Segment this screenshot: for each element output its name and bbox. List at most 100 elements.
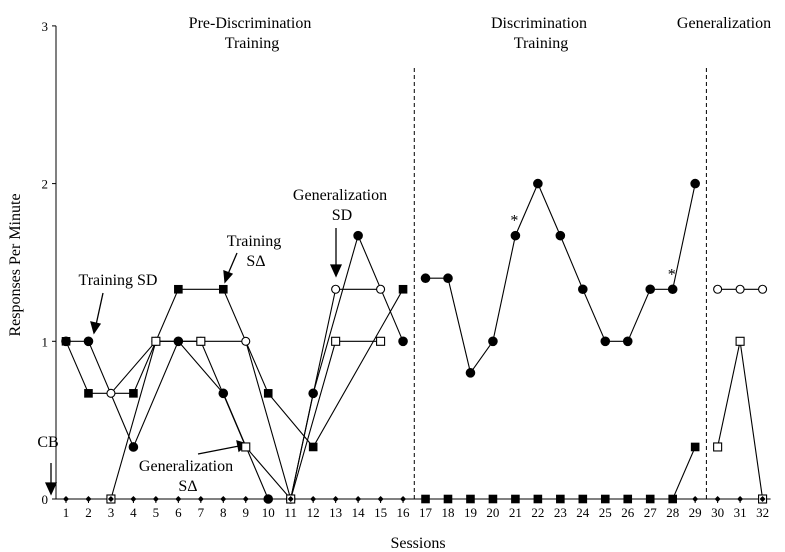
data-point-cb — [714, 496, 721, 502]
annotation-arrows — [44, 228, 343, 496]
x-tick-label: 31 — [734, 505, 747, 520]
arrow-generalization-sdelta — [197, 440, 249, 455]
data-point-training-sdelta — [690, 442, 700, 452]
data-point-training-sdelta — [129, 389, 138, 398]
arrow-cb — [44, 463, 58, 496]
asterisk-annotation: * — [668, 266, 676, 283]
y-tick-label: 1 — [42, 334, 49, 349]
data-point-generalization-sd — [735, 284, 745, 294]
data-point-training-sd — [443, 273, 453, 284]
x-tick-label: 20 — [486, 505, 499, 520]
data-point-cb — [759, 496, 766, 502]
x-tick-label: 4 — [130, 505, 137, 520]
data-point-training-sd — [667, 284, 678, 295]
x-tick-label: 13 — [329, 505, 342, 520]
data-point-training-sd — [488, 336, 498, 347]
data-point-training-sd — [622, 336, 633, 347]
data-point-cb — [557, 496, 564, 502]
data-point-training-sd — [173, 336, 184, 347]
plot-area: 1 2 3 4 5 6 7 8 9 10 11 12 13 14 15 16 17 18 19 20 21 22 23 24 2… — [42, 19, 771, 520]
data-point-cb — [332, 496, 339, 502]
data-point-cb — [130, 496, 137, 502]
data-point-training-sdelta — [84, 389, 93, 398]
data-point-cb — [310, 496, 317, 502]
data-point-cb — [602, 496, 609, 502]
annotation-cb: CB — [37, 434, 58, 451]
data-point-training-sd — [645, 284, 656, 295]
data-point-cb — [647, 496, 654, 502]
phase-label-pre: Pre-Discrimination Training — [189, 15, 316, 52]
data-point-training-sd — [218, 388, 229, 399]
annotation-generalization-sd: Generalization SD — [293, 187, 391, 224]
data-point-training-sd — [353, 230, 363, 241]
data-point-generalization-sdelta — [376, 336, 386, 346]
data-point-generalization-sdelta — [331, 336, 341, 346]
data-point-training-sd — [600, 336, 611, 347]
data-point-training-sd — [510, 230, 521, 241]
annotation-training-sd: Training SD — [79, 272, 158, 289]
x-tick-label: 16 — [397, 505, 411, 520]
x-tick-label: 22 — [531, 505, 544, 520]
data-point-cb — [444, 496, 451, 502]
phase-label-discrimination: Discrimination Training — [491, 15, 591, 52]
x-tick-label: 29 — [689, 505, 702, 520]
data-point-training-sdelta — [308, 442, 318, 452]
arrow-training-sd — [90, 292, 104, 335]
series-line-generalization-sdelta — [717, 341, 764, 500]
data-point-training-sd — [83, 336, 94, 347]
data-point-training-sdelta — [218, 284, 228, 294]
annotation-generalization-sdelta: Generalization SΔ — [139, 458, 237, 495]
y-tick-label: 2 — [42, 177, 49, 192]
data-point-training-sd — [128, 442, 139, 452]
data-point-cb — [489, 496, 496, 502]
arrow-training-sdelta — [223, 252, 238, 284]
data-point-cb — [624, 496, 631, 502]
data-point-generalization-sdelta — [241, 442, 251, 452]
x-tick-label: 21 — [509, 505, 522, 520]
data-point-generalization-sd — [376, 284, 386, 294]
data-point-cb — [85, 496, 92, 502]
data-point-training-sdelta — [263, 389, 273, 398]
x-tick-label: 30 — [711, 505, 724, 520]
data-point-cb — [152, 496, 159, 502]
data-point-training-sd — [420, 273, 431, 284]
data-point-generalization-sd — [106, 388, 116, 398]
asterisk-annotation: * — [510, 213, 518, 230]
x-tick-label: 12 — [307, 505, 320, 520]
data-point-training-sd — [578, 284, 588, 295]
x-tick-label: 28 — [666, 505, 679, 520]
x-tick-label: 9 — [243, 505, 250, 520]
data-point-cb — [669, 496, 676, 502]
arrow-generalization-sd — [329, 228, 343, 278]
data-point-cb — [737, 496, 744, 502]
x-tick-label: 6 — [175, 505, 182, 520]
series-line-generalization-sdelta — [110, 340, 381, 501]
data-point-training-sdelta — [61, 337, 71, 346]
data-point-training-sd — [465, 368, 476, 378]
x-tick-label: 11 — [284, 505, 297, 520]
x-tick-label: 8 — [220, 505, 227, 520]
x-tick-label: 32 — [756, 505, 769, 520]
x-tick-label: 14 — [352, 505, 366, 520]
data-point-cb — [287, 496, 294, 502]
data-point-training-sd — [555, 230, 566, 241]
data-point-generalization-sdelta — [196, 336, 206, 346]
data-point-generalization-sd — [713, 284, 723, 294]
x-tick-label: 27 — [644, 505, 658, 520]
x-tick-label: 5 — [153, 505, 160, 520]
x-tick-label: 7 — [198, 505, 205, 520]
data-point-training-sdelta — [398, 284, 408, 294]
data-point-training-sd — [533, 178, 543, 189]
x-tick-label: 26 — [621, 505, 635, 520]
data-point-training-sd — [690, 178, 700, 189]
x-tick-label: 23 — [554, 505, 567, 520]
data-point-cb — [265, 496, 272, 502]
data-point-cb — [422, 496, 429, 502]
data-point-cb — [63, 496, 69, 502]
x-axis-title: Sessions — [390, 535, 445, 552]
data-point-cb — [579, 496, 586, 502]
data-point-generalization-sdelta — [713, 442, 723, 452]
data-point-cb — [242, 496, 249, 502]
data-point-cb — [175, 496, 182, 502]
x-tick-label: 2 — [85, 505, 92, 520]
